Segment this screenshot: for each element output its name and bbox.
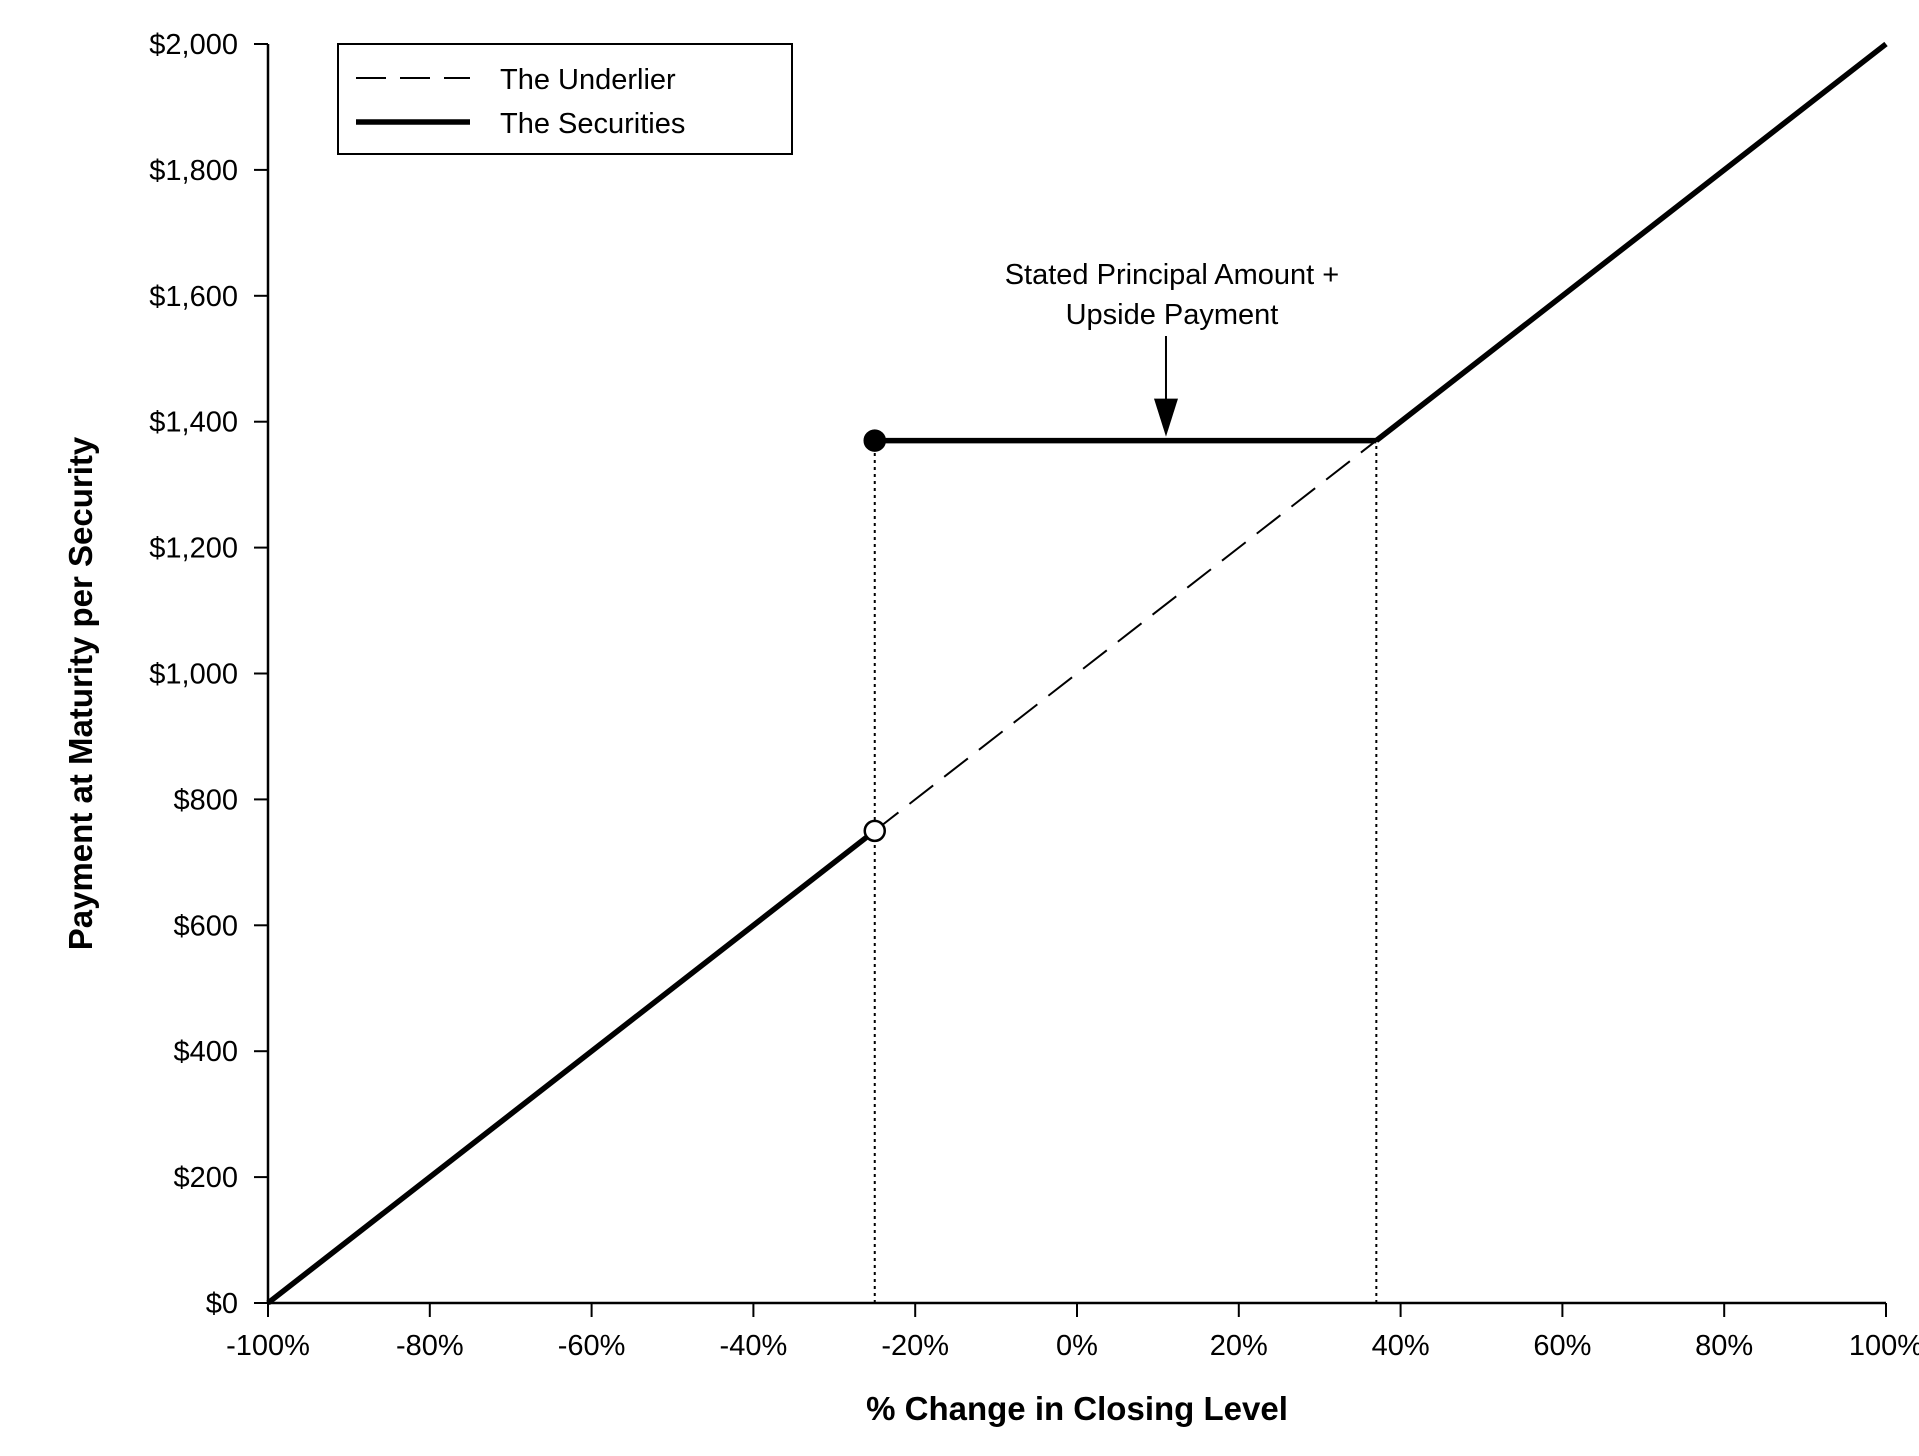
- underlier-line: [874, 439, 1377, 832]
- x-tick-label: 40%: [1372, 1330, 1430, 1362]
- legend-label-securities: The Securities: [500, 108, 685, 140]
- x-tick-label: 80%: [1695, 1330, 1753, 1362]
- legend: The Underlier The Securities: [337, 43, 793, 155]
- legend-label-underlier: The Underlier: [500, 64, 676, 96]
- legend-box: [337, 43, 793, 155]
- y-tick-label: $1,600: [149, 281, 238, 313]
- annotation-text: Upside Payment: [1066, 299, 1279, 331]
- filled-marker: [863, 429, 886, 452]
- y-tick-label: $800: [173, 784, 238, 816]
- series-layer: [266, 41, 1888, 1306]
- y-tick-label: $0: [206, 1288, 238, 1320]
- x-tick-label: 100%: [1849, 1330, 1919, 1362]
- markers-layer: [863, 429, 886, 843]
- x-tick-label: -80%: [396, 1330, 464, 1362]
- securities-line-segment: [1374, 41, 1888, 443]
- y-tick-label: $1,800: [149, 155, 238, 187]
- y-tick-label: $1,000: [149, 659, 238, 691]
- reference-lines-layer: [873, 440, 1378, 1303]
- x-tick-label: -100%: [226, 1330, 310, 1362]
- annotation-text: Stated Principal Amount +: [1005, 259, 1340, 291]
- x-tick-label: 60%: [1533, 1330, 1591, 1362]
- y-tick-label: $600: [173, 910, 238, 942]
- ticks-layer: -100% -80% -60% -40% -20% 0% 20% 40% 60% 80% 100% $…: [149, 29, 1919, 1362]
- y-tick-label: $1,400: [149, 407, 238, 439]
- x-tick-label: 0%: [1056, 1330, 1098, 1362]
- x-tick-label: -60%: [558, 1330, 626, 1362]
- y-tick-label: $2,000: [149, 29, 238, 61]
- x-tick-label: -40%: [720, 1330, 788, 1362]
- x-tick-label: -20%: [881, 1330, 949, 1362]
- x-axis-title: % Change in Closing Level: [866, 1390, 1288, 1427]
- y-tick-label: $1,200: [149, 533, 238, 565]
- x-tick-label: 20%: [1210, 1330, 1268, 1362]
- y-tick-label: $200: [173, 1162, 238, 1194]
- open-marker: [863, 819, 886, 843]
- securities-line-segment: [266, 828, 877, 1306]
- y-tick-label: $400: [173, 1036, 238, 1068]
- y-axis-title: Payment at Maturity per Security: [62, 436, 99, 950]
- annotation-arrow-head: [1153, 398, 1178, 437]
- annotation-layer: Stated Principal Amount + Upside Payment: [1005, 259, 1340, 437]
